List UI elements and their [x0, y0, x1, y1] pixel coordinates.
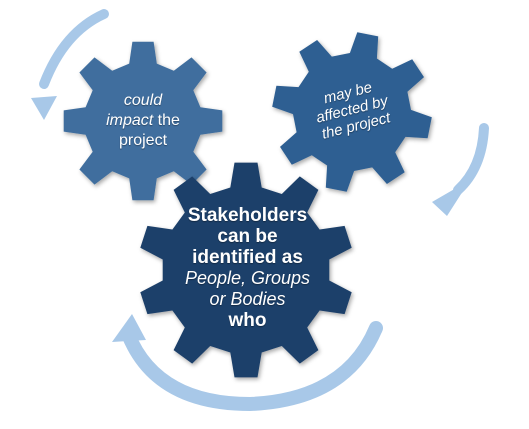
- center-gear-line-1: Stakeholders: [187, 205, 308, 226]
- left-gear-line-1: could: [123, 92, 163, 109]
- top-left-curved-arrow-icon: [31, 9, 109, 120]
- left-gear-line-2: impact the: [78, 111, 208, 131]
- center-gear-line-4: People, Groups: [184, 268, 311, 288]
- gear-left-icon: [63, 41, 223, 201]
- right-curved-arrow-icon: [432, 123, 489, 216]
- left-gear-impact-word: impact: [106, 112, 154, 129]
- gear-right-icon: [272, 32, 432, 192]
- center-gear-line-5: or Bodies: [209, 289, 286, 309]
- gear-left-shape: [63, 41, 223, 201]
- gear-right-shape: [272, 32, 432, 192]
- gear-center-icon: [140, 162, 352, 378]
- center-gear-line-6: who: [228, 310, 267, 331]
- gear-center-shape: [140, 162, 352, 378]
- bottom-curved-arrow-icon: [112, 314, 383, 412]
- center-gear-text: Stakeholders can be identified as People…: [150, 205, 345, 331]
- center-gear-line-2: can be: [217, 226, 278, 247]
- left-gear-the-word: the: [153, 112, 180, 129]
- left-gear-line-3: project: [118, 132, 168, 149]
- center-gear-line-3: identified as: [192, 247, 303, 268]
- left-gear-text: could impact the project: [78, 91, 208, 151]
